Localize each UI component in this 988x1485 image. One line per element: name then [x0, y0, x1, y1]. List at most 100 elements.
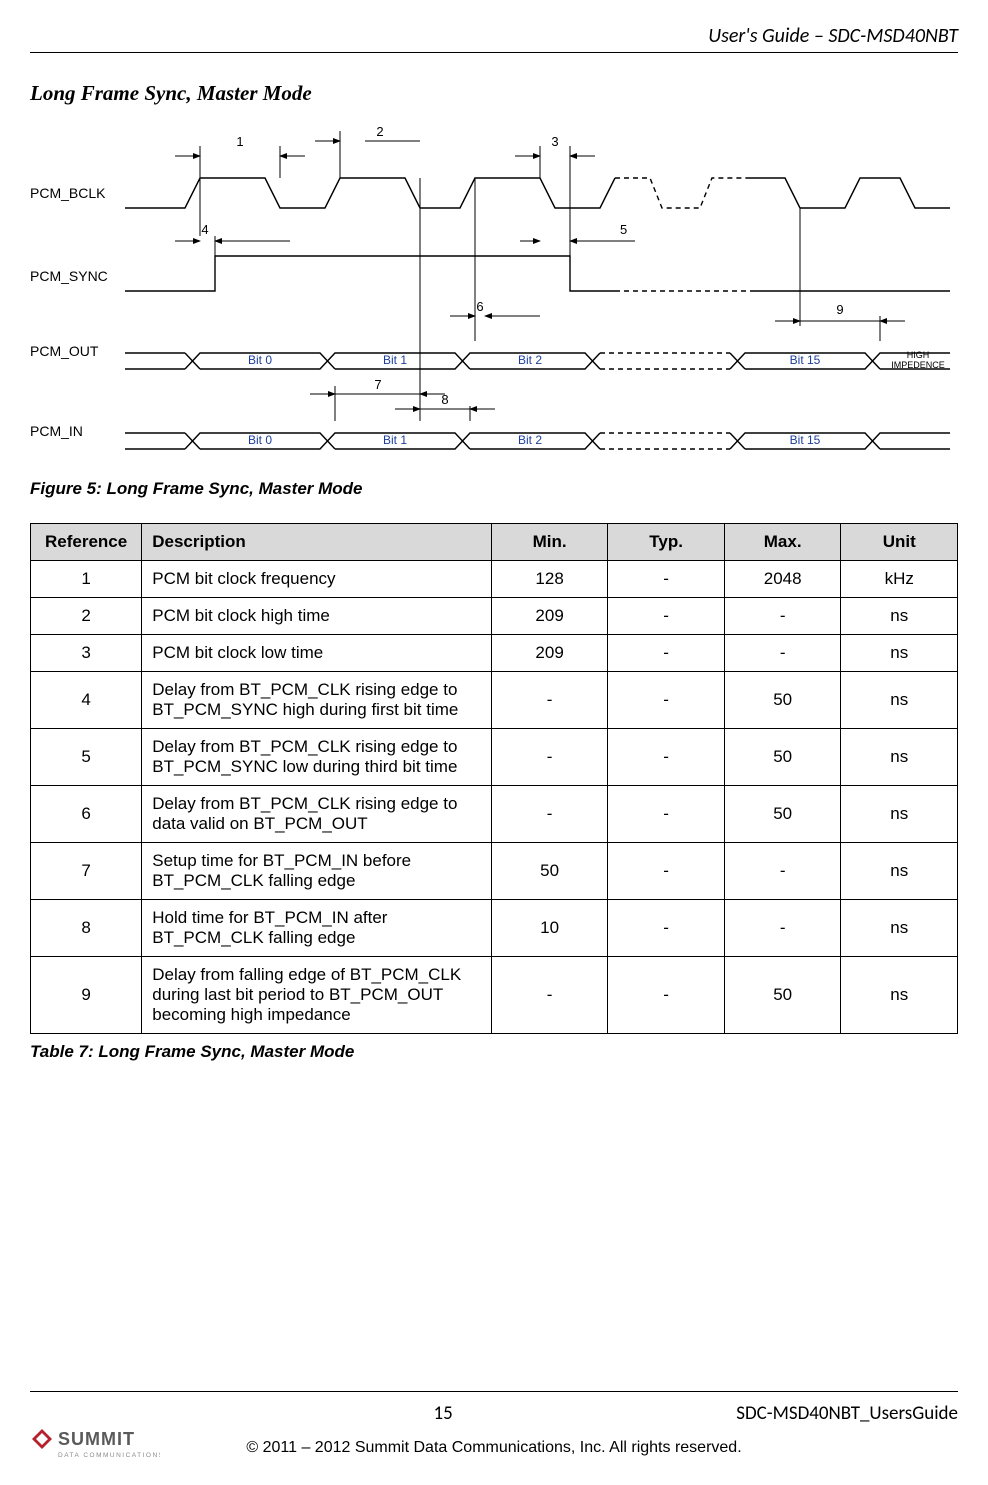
table-row: 1PCM bit clock frequency128-2048kHz — [31, 561, 958, 598]
copyright: © 2011 – 2012 Summit Data Communications… — [30, 1439, 958, 1457]
dim-4: 4 — [201, 222, 208, 237]
cell: - — [608, 786, 725, 843]
col-min: Min. — [491, 524, 608, 561]
cell: Delay from BT_PCM_CLK rising edge to dat… — [142, 786, 492, 843]
cell: 2 — [31, 598, 142, 635]
sig-label-sync: PCM_SYNC — [30, 268, 108, 284]
cell: PCM bit clock high time — [142, 598, 492, 635]
table-row: 2PCM bit clock high time209--ns — [31, 598, 958, 635]
cell: 128 — [491, 561, 608, 598]
cell: - — [608, 843, 725, 900]
cell: - — [608, 957, 725, 1034]
dim-5: 5 — [620, 222, 627, 237]
cell: - — [608, 635, 725, 672]
sig-label-out: PCM_OUT — [30, 343, 99, 359]
cell: 50 — [724, 786, 841, 843]
cell: Hold time for BT_PCM_IN after BT_PCM_CLK… — [142, 900, 492, 957]
cell: 5 — [31, 729, 142, 786]
cell: 50 — [724, 672, 841, 729]
out-bit2: Bit 2 — [518, 353, 542, 367]
hi-z-1: HIGH — [907, 350, 930, 360]
cell: PCM bit clock frequency — [142, 561, 492, 598]
col-max: Max. — [724, 524, 841, 561]
cell: - — [608, 672, 725, 729]
out-bit0: Bit 0 — [248, 353, 272, 367]
cell: - — [724, 598, 841, 635]
col-desc: Description — [142, 524, 492, 561]
dim-3: 3 — [551, 134, 558, 149]
cell: PCM bit clock low time — [142, 635, 492, 672]
cell: - — [724, 843, 841, 900]
cell: - — [608, 900, 725, 957]
page-header: User's Guide – SDC-MSD40NBT — [30, 24, 958, 53]
cell: - — [608, 598, 725, 635]
sig-label-bclk: PCM_BCLK — [30, 185, 106, 201]
figure-caption: Figure 5: Long Frame Sync, Master Mode — [30, 479, 958, 499]
cell: 50 — [491, 843, 608, 900]
cell: - — [724, 635, 841, 672]
dim-9: 9 — [836, 302, 843, 317]
cell: 8 — [31, 900, 142, 957]
hi-z-2: IMPEDENCE — [891, 360, 945, 370]
out-bit1: Bit 1 — [383, 353, 407, 367]
dim-8: 8 — [441, 392, 448, 407]
logo-subtext: DATA COMMUNICATIONS — [58, 1452, 160, 1459]
cell: ns — [841, 672, 958, 729]
cell: 3 — [31, 635, 142, 672]
cell: ns — [841, 786, 958, 843]
cell: - — [608, 729, 725, 786]
page-footer: 15 SDC-MSD40NBT_UsersGuide © 2011 – 2012… — [30, 1391, 958, 1457]
cell: 9 — [31, 957, 142, 1034]
out-bit15: Bit 15 — [790, 353, 821, 367]
section-title: Long Frame Sync, Master Mode — [30, 81, 958, 106]
dim-1: 1 — [236, 134, 243, 149]
logo-text: SUMMIT — [58, 1429, 135, 1449]
table-row: 5Delay from BT_PCM_CLK rising edge to BT… — [31, 729, 958, 786]
in-bit15: Bit 15 — [790, 433, 821, 447]
cell: - — [608, 561, 725, 598]
col-ref: Reference — [31, 524, 142, 561]
cell: 209 — [491, 635, 608, 672]
table-caption: Table 7: Long Frame Sync, Master Mode — [30, 1042, 958, 1062]
cell: ns — [841, 843, 958, 900]
table-row: 3PCM bit clock low time209--ns — [31, 635, 958, 672]
sig-label-in: PCM_IN — [30, 423, 83, 439]
table-row: 6Delay from BT_PCM_CLK rising edge to da… — [31, 786, 958, 843]
cell: ns — [841, 729, 958, 786]
cell: Setup time for BT_PCM_IN before BT_PCM_C… — [142, 843, 492, 900]
cell: 4 — [31, 672, 142, 729]
cell: kHz — [841, 561, 958, 598]
dim-2: 2 — [376, 124, 383, 139]
table-row: 7Setup time for BT_PCM_IN before BT_PCM_… — [31, 843, 958, 900]
timing-diagram: PCM_BCLK 1 2 3 PCM_SYNC 4 — [30, 116, 958, 461]
cell: 50 — [724, 957, 841, 1034]
table-row: 9Delay from falling edge of BT_PCM_CLK d… — [31, 957, 958, 1034]
cell: 50 — [724, 729, 841, 786]
table-row: 4Delay from BT_PCM_CLK rising edge to BT… — [31, 672, 958, 729]
in-bit2: Bit 2 — [518, 433, 542, 447]
cell: ns — [841, 598, 958, 635]
cell: ns — [841, 900, 958, 957]
cell: ns — [841, 635, 958, 672]
header-title: User's Guide – SDC-MSD40NBT — [30, 24, 958, 48]
cell: Delay from falling edge of BT_PCM_CLK du… — [142, 957, 492, 1034]
cell: 7 — [31, 843, 142, 900]
cell: - — [724, 900, 841, 957]
col-unit: Unit — [841, 524, 958, 561]
cell: Delay from BT_PCM_CLK rising edge to BT_… — [142, 729, 492, 786]
dim-6: 6 — [476, 299, 483, 314]
summit-logo: SUMMIT DATA COMMUNICATIONS — [30, 1423, 160, 1465]
cell: - — [491, 957, 608, 1034]
page-number: 15 — [150, 1402, 736, 1425]
cell: 209 — [491, 598, 608, 635]
cell: 2048 — [724, 561, 841, 598]
in-bit0: Bit 0 — [248, 433, 272, 447]
spec-table: Reference Description Min. Typ. Max. Uni… — [30, 523, 958, 1034]
cell: 6 — [31, 786, 142, 843]
cell: - — [491, 729, 608, 786]
cell: - — [491, 786, 608, 843]
cell: ns — [841, 957, 958, 1034]
table-header-row: Reference Description Min. Typ. Max. Uni… — [31, 524, 958, 561]
dim-7: 7 — [374, 377, 381, 392]
in-bit1: Bit 1 — [383, 433, 407, 447]
